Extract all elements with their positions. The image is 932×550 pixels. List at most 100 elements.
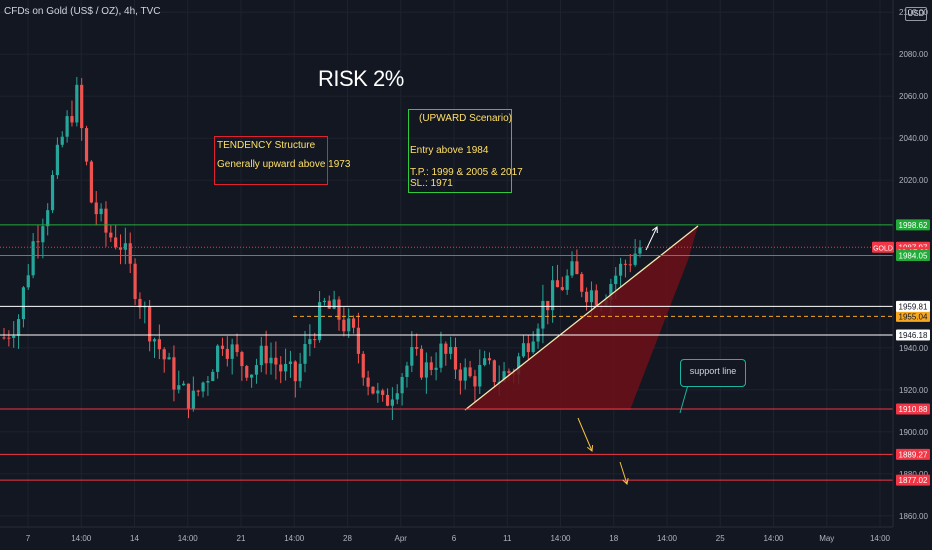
price-tick-label: 1900.00 [899, 428, 928, 437]
candle-body [415, 347, 419, 349]
time-tick-label: Apr [395, 534, 408, 543]
candle-body [31, 241, 35, 276]
candle-body [36, 241, 40, 243]
candle-body [7, 337, 11, 339]
candle-body [483, 358, 487, 365]
candle-body [133, 263, 137, 299]
candle-body [385, 394, 390, 406]
candle-body [298, 363, 302, 382]
price-badge [896, 250, 930, 262]
candle-body [2, 337, 6, 339]
scenario-line-2: Entry above 1984 [410, 145, 489, 156]
candle-body [65, 116, 69, 137]
candle-body [517, 356, 521, 375]
price-badge [896, 448, 930, 460]
risk-note: RISK 2% [318, 66, 404, 91]
candle-body [211, 371, 215, 382]
time-tick-label: 14:00 [870, 534, 891, 543]
time-tick-label: 21 [237, 534, 246, 543]
price-badge [896, 310, 930, 322]
candle-body [419, 348, 424, 378]
candle-body [623, 263, 628, 265]
candle-body [70, 116, 74, 123]
time-tick-label: 14 [130, 534, 139, 543]
price-badge-label: 1946.18 [899, 331, 928, 340]
candle-body [201, 382, 205, 392]
candle-body [230, 344, 234, 359]
price-badge [896, 403, 930, 415]
candle-body [245, 366, 249, 378]
candle-body [361, 353, 365, 378]
up-arrow-head [651, 226, 658, 234]
candle-body [546, 300, 550, 311]
candle-body [269, 357, 273, 364]
tendency-line-1: TENDENCY Structure [217, 140, 316, 151]
candle-body [551, 280, 555, 311]
candle-body [541, 300, 545, 329]
price-badge [896, 329, 930, 341]
candle-body [332, 299, 336, 309]
chart-title: CFDs on Gold (US$ / OZ), 4h, TVC [4, 6, 161, 17]
candle-body [182, 383, 186, 386]
up-arrow [645, 226, 658, 251]
candle-body [303, 344, 307, 364]
candle-body [526, 343, 530, 353]
candle-body [439, 343, 443, 368]
candle-body [410, 347, 414, 366]
candle-body [225, 348, 229, 359]
candle-body [206, 381, 210, 383]
candle-body [633, 253, 637, 265]
candle-body [638, 247, 642, 254]
candle-body [405, 365, 409, 377]
candle-body [84, 128, 89, 162]
candle-body [594, 290, 598, 306]
down-arrow-2 [619, 461, 628, 485]
price-badge-label: 1910.88 [899, 405, 928, 414]
candle-body [589, 290, 594, 303]
candle-body [259, 345, 263, 366]
price-badge [896, 219, 930, 231]
candle-body [492, 360, 496, 383]
time-tick-label: 11 [503, 534, 512, 543]
candle-body [424, 362, 428, 378]
candle-body [322, 300, 327, 303]
candle-body [250, 374, 254, 378]
candle-body [279, 364, 283, 372]
trendline [464, 225, 699, 411]
candle-body [444, 343, 448, 354]
candle-body [152, 339, 157, 342]
time-tick-label: 25 [716, 534, 725, 543]
time-tick-label: 14:00 [763, 534, 784, 543]
candle-body [26, 275, 30, 288]
candle-body [308, 339, 312, 345]
symbol-tag-label: GOLD [873, 245, 893, 252]
price-tick-label: 2060.00 [899, 92, 928, 101]
candle-body [94, 202, 98, 215]
candle-body [502, 371, 506, 382]
currency-button[interactable]: USD [905, 7, 927, 21]
candle-body [177, 385, 181, 390]
candle-body [351, 318, 356, 328]
candle-body [628, 264, 632, 266]
price-badge-label: 1877.02 [899, 476, 928, 485]
candle-body [356, 327, 361, 354]
candle-body [584, 291, 589, 303]
candle-body [118, 247, 123, 250]
candle-body [55, 144, 60, 176]
time-tick-label: May [819, 534, 834, 543]
candle-body [580, 274, 584, 292]
candle-body [449, 346, 453, 354]
candle-body [521, 343, 526, 357]
candle-body [80, 84, 84, 129]
candle-body [162, 349, 166, 360]
candle-body [157, 339, 161, 350]
candle-body [293, 361, 297, 382]
price-tick-label: 2080.00 [899, 50, 928, 59]
candle-body [274, 357, 278, 365]
time-tick-label: 28 [343, 534, 352, 543]
candle-body [575, 261, 579, 275]
candle-body [46, 210, 50, 227]
candle-body [128, 243, 132, 264]
